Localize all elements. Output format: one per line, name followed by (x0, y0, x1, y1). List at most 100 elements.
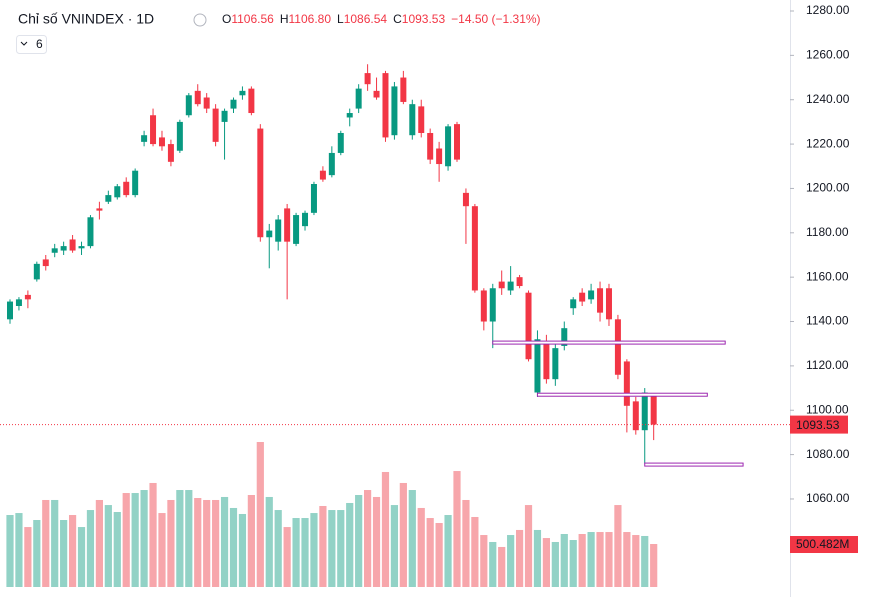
legend-c-value: 1093.53 (402, 12, 446, 26)
volume-bar (587, 532, 595, 587)
candle-body (7, 301, 13, 320)
candle-body (346, 113, 353, 118)
candle-body (203, 97, 210, 109)
legend-change: −14.50 (−1.31%) (451, 12, 540, 26)
ohlc-legend: O1106.56 H1106.80 L1086.54 C1093.53 −14.50 (… (222, 12, 541, 26)
volume-bar (560, 533, 568, 587)
volume-bar (319, 505, 327, 587)
legend-c: C (393, 12, 402, 26)
candle-body (221, 110, 228, 122)
volume-bar (247, 495, 255, 587)
volume-bar (131, 493, 139, 587)
last-price-tag (790, 415, 848, 434)
price-level (536, 392, 708, 397)
candle-body (239, 90, 246, 96)
volume-bar (265, 496, 273, 587)
candle-body (462, 192, 469, 207)
candle-body (87, 217, 94, 247)
volume-bar (24, 527, 32, 587)
candle-body (436, 148, 443, 165)
candle-body (319, 170, 326, 180)
y-tick-label: 1140.00 (806, 314, 849, 328)
candle-body (400, 77, 407, 102)
volume-bar (301, 518, 309, 587)
candle-body (328, 152, 335, 176)
volume-bar (533, 529, 542, 587)
y-tick-label: 1060.00 (806, 491, 850, 505)
legend-h: H (280, 12, 289, 26)
volume-bar (283, 527, 291, 587)
volume-bar (337, 510, 345, 587)
volume-bar (292, 518, 300, 587)
candle-body (534, 339, 541, 393)
volume-bar (462, 499, 470, 587)
volume-bar (256, 442, 264, 587)
price-level (644, 462, 744, 467)
candle-body (284, 208, 291, 242)
volume-bar (140, 490, 148, 587)
candle-body (42, 259, 49, 267)
candle-body (24, 294, 31, 300)
volume-bar (569, 540, 577, 587)
volume-label: 500.482M (796, 537, 849, 551)
volume-bar (203, 499, 211, 587)
candle-body (623, 361, 630, 406)
volume-bar (498, 546, 506, 587)
legend-o: O (222, 12, 231, 26)
volume-bar (220, 496, 229, 587)
volume-bar (605, 532, 613, 587)
volume-bar (194, 498, 202, 587)
volume-bar (372, 496, 381, 587)
volume-bar (212, 499, 220, 587)
volume-bar (229, 507, 238, 587)
volume-bar (417, 507, 425, 587)
volume-bar (167, 499, 175, 587)
volume-bar (158, 513, 166, 587)
candle-body (507, 281, 514, 291)
candle-body (337, 132, 344, 153)
candle-body (498, 281, 505, 289)
candle-body (605, 288, 612, 320)
volume-bar (641, 535, 649, 587)
y-tick-label: 1280.00 (806, 3, 850, 17)
last-price-label: 1093.53 (796, 418, 840, 432)
volume-bar (515, 529, 524, 587)
volume-bar (453, 471, 461, 587)
candle-body (543, 343, 550, 380)
y-tick-label: 1100.00 (806, 402, 849, 416)
candle-body (257, 128, 264, 238)
candle-body (293, 215, 300, 244)
volume-bar (346, 502, 354, 587)
indicator-toggle[interactable] (16, 35, 47, 54)
y-tick-label: 1120.00 (806, 358, 849, 372)
candle-body (454, 124, 460, 160)
candle-body (632, 401, 639, 431)
chart-title: Chỉ số VNINDEX · 1D (18, 11, 154, 27)
volume-bar (632, 535, 640, 587)
volume-bar (471, 516, 479, 587)
plot (0, 64, 790, 587)
volume-bar (274, 510, 282, 587)
volume-bar (42, 499, 50, 587)
y-tick-label: 1200.00 (806, 181, 850, 195)
volume-bar (614, 505, 622, 587)
candle-body (614, 319, 621, 375)
volume-bar (489, 541, 497, 587)
candle-body (167, 144, 174, 162)
volume-bar (51, 499, 59, 587)
legend-h-value: 1106.80 (289, 12, 332, 26)
settings-icon[interactable] (193, 13, 207, 27)
candle-body (15, 299, 22, 306)
volume-tag (790, 536, 858, 554)
price-axis: 1060.00 1080.00 1100.00 1120.00 1140.00 1160.… (790, 3, 858, 554)
legend-o-value: 1106.56 (231, 12, 274, 26)
volume-bar (435, 523, 443, 587)
volume-bar (390, 505, 399, 587)
candle-body (176, 121, 183, 151)
candle-body (275, 219, 282, 242)
candle-body (516, 277, 523, 287)
candle-body (373, 90, 380, 98)
